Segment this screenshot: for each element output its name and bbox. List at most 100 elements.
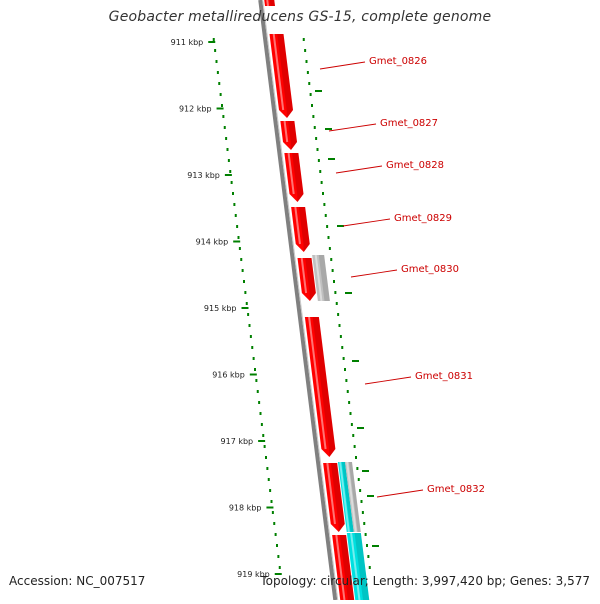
gc-skew-dot-right xyxy=(352,434,355,437)
gc-skew-dot-right xyxy=(315,137,318,140)
gc-skew-dot-left xyxy=(229,170,232,173)
gc-skew-dot-right xyxy=(357,478,360,481)
cds-arrow-top-shine xyxy=(266,0,269,7)
gene-label-leader xyxy=(328,123,377,132)
gc-skew-dot-left xyxy=(244,291,247,294)
gc-skew-dot-right xyxy=(302,38,305,41)
gc-skew-dash xyxy=(345,292,352,294)
gc-skew-dot-left xyxy=(230,181,233,184)
gc-skew-dot-right xyxy=(360,500,363,503)
gc-skew-dot-right xyxy=(349,412,352,415)
gene-label-leader xyxy=(319,61,366,70)
gene-label-gmet-0831: Gmet_0831 xyxy=(415,371,473,382)
feature-arrow-gmet-0832 xyxy=(345,461,361,533)
gc-skew-dot-right xyxy=(312,115,315,118)
gc-skew-dot-left xyxy=(216,71,219,74)
gc-skew-track xyxy=(212,38,379,569)
gc-skew-dot-left xyxy=(259,412,262,415)
gc-skew-dot-right xyxy=(339,335,342,338)
gc-skew-dot-left xyxy=(232,192,234,195)
gene-label-leader xyxy=(364,376,412,385)
rna-arrow-gmet-0832-body xyxy=(338,462,354,532)
gc-skew-dot-right xyxy=(363,522,366,525)
cds-arrow-gmet-0829-shade xyxy=(298,207,310,252)
gene-label-leader xyxy=(376,489,424,498)
gc-skew-dot-right xyxy=(364,533,367,536)
gc-skew-dot-right xyxy=(348,401,351,404)
cds-arrow-gmet-0831-shade xyxy=(312,317,336,457)
cds-arrow-gmet-0828-shade xyxy=(292,153,304,202)
gc-skew-dot-left xyxy=(273,522,276,525)
gc-skew-dot-right xyxy=(327,236,330,239)
gc-skew-dot-right xyxy=(333,280,335,283)
gc-skew-dot-right xyxy=(345,379,348,382)
cds-arrow-gmet-0827-body xyxy=(280,121,297,150)
gc-skew-dot-right xyxy=(317,159,320,162)
rna-arrow-bottom xyxy=(346,532,370,601)
tick-mark xyxy=(258,440,266,442)
tick-mark xyxy=(266,506,274,509)
genome-backbone-line xyxy=(258,0,338,601)
gene-label-leader xyxy=(342,218,391,227)
gc-skew-dot-right xyxy=(367,555,370,558)
feature-track xyxy=(264,0,370,601)
accession-text: Accession: NC_007517 xyxy=(9,574,146,588)
cds-arrow-gmet-0828 xyxy=(284,152,304,202)
gene-label-gmet-0826: Gmet_0826 xyxy=(369,56,427,67)
rna-arrow-bottom-shade xyxy=(354,533,370,600)
feature-arrow-gmet-0832-body xyxy=(345,462,361,532)
gc-skew-dash xyxy=(367,495,374,497)
gc-skew-dot-right xyxy=(326,225,329,228)
gc-skew-dot-left xyxy=(225,137,228,140)
gc-skew-dot-left xyxy=(214,49,217,52)
gc-skew-dash xyxy=(357,427,364,429)
gc-skew-dot-left xyxy=(223,126,226,129)
gc-skew-dot-left xyxy=(247,313,250,316)
gc-skew-dot-right xyxy=(368,566,371,569)
gc-skew-dot-right xyxy=(359,489,362,492)
feature-arrow-gmet-0830-body xyxy=(312,255,330,301)
cds-arrow-bottom xyxy=(332,534,355,601)
gc-skew-dot-left xyxy=(240,258,243,261)
gc-skew-dot-right xyxy=(305,60,308,63)
gc-skew-dot-right xyxy=(335,302,338,305)
gc-skew-dot-left xyxy=(234,214,237,217)
gene-label-gmet-0832: Gmet_0832 xyxy=(427,484,485,495)
gc-skew-dot-left xyxy=(238,247,241,250)
gc-skew-dot-right xyxy=(342,357,345,360)
gc-skew-dot-left xyxy=(227,159,230,162)
gc-skew-dash xyxy=(362,470,369,472)
cds-arrow-gmet-0826-body xyxy=(269,34,293,118)
tick-mark xyxy=(208,41,216,43)
cds-arrow-gmet-0826 xyxy=(269,33,293,118)
gc-skew-dot-left xyxy=(278,566,281,569)
gc-skew-dot-right xyxy=(309,93,312,96)
gc-skew-dot-right xyxy=(322,192,324,195)
gc-skew-dot-right xyxy=(306,71,309,74)
tick-label: 919 kbp xyxy=(237,570,270,579)
gc-skew-dot-left xyxy=(226,148,229,151)
gc-skew-dot-left xyxy=(252,357,255,360)
cds-arrow-gmet-0828-shine xyxy=(287,152,295,195)
gc-skew-dot-left xyxy=(241,269,244,272)
gc-skew-dot-right xyxy=(355,456,357,459)
backbone-track xyxy=(258,0,339,601)
cds-arrow-gmet-0830-shade xyxy=(305,258,316,301)
gene-label-gmet-0830: Gmet_0830 xyxy=(401,264,459,275)
cds-arrow-gmet-0832-shine xyxy=(326,462,336,525)
gc-skew-dot-left xyxy=(233,203,236,206)
cds-arrow-gmet-0827-shine xyxy=(283,120,289,143)
gc-skew-dot-right xyxy=(328,247,331,250)
cds-arrow-gmet-0826-shade xyxy=(277,34,293,118)
gene-label-gmet-0828: Gmet_0828 xyxy=(386,160,444,171)
gc-skew-dot-left xyxy=(256,390,259,393)
cds-arrow-top-body xyxy=(264,0,275,6)
gc-skew-dot-right xyxy=(324,214,327,217)
gc-skew-dot-right xyxy=(350,423,353,426)
gc-skew-dot-left xyxy=(276,544,278,547)
gc-skew-dot-left xyxy=(267,478,270,481)
tick-label: 912 kbp xyxy=(179,105,212,114)
gc-skew-dot-left xyxy=(221,104,223,107)
